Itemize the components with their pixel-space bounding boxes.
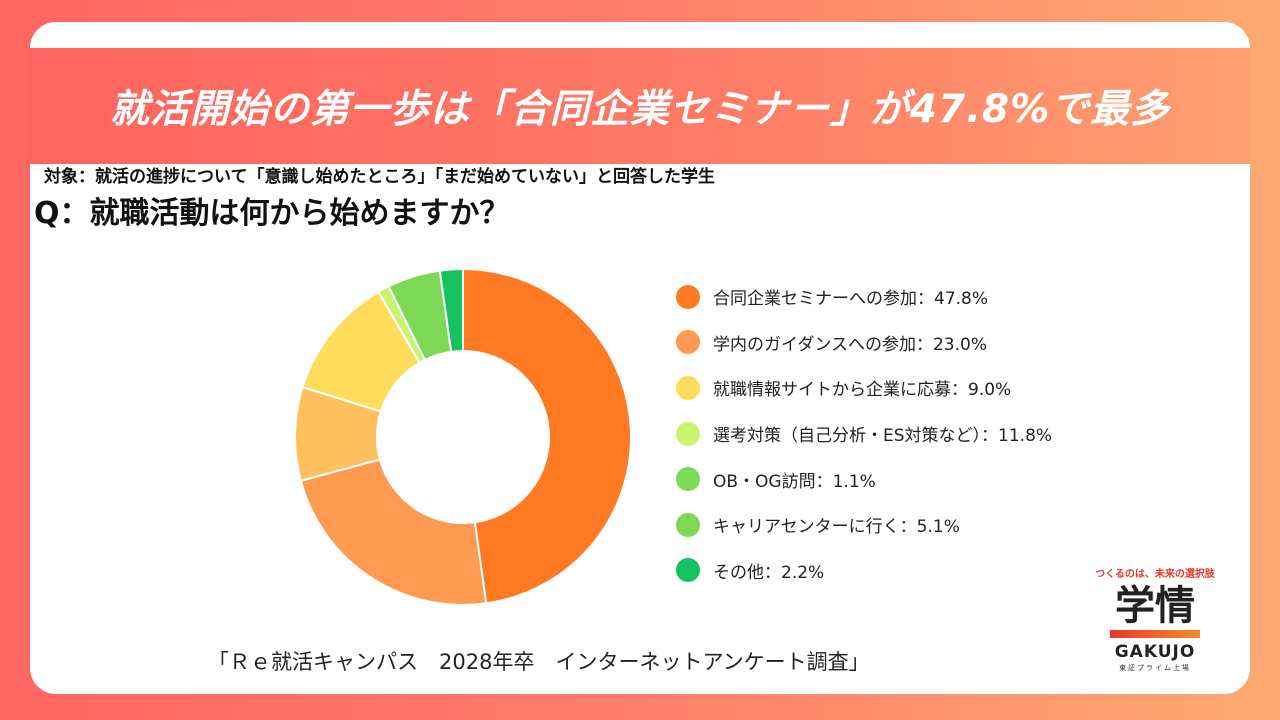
legend-label: キャリアセンターに行く：5.1%: [713, 517, 960, 538]
legend-item: 学内のガイダンスへの参加：23.0%: [676, 320, 1136, 366]
legend-swatch: [676, 467, 700, 492]
legend-label: 学内のガイダンスへの参加：23.0%: [713, 334, 987, 355]
legend-item: OB・OG訪問：1.1%: [676, 456, 1136, 502]
legend-swatch: [676, 512, 700, 537]
legend-item: キャリアセンターに行く：5.1%: [676, 502, 1136, 548]
legend-item: 選考対策（自己分析・ES対策など）：11.8%: [676, 411, 1136, 457]
legend-swatch: [676, 375, 700, 400]
legend-label: 就職情報サイトから企業に応募：9.0%: [713, 380, 1012, 401]
donut-slice-2: [299, 458, 488, 606]
donut-chart: [294, 267, 632, 606]
question-title: Q：就職活動は何から始めますか？: [34, 196, 510, 231]
banner-title: 就活開始の第一歩は「合同企業セミナー」が47.8%で最多: [109, 87, 1171, 132]
legend-item: 就職情報サイトから企業に応募：9.0%: [676, 365, 1136, 411]
chart-legend: 合同企業セミナーへの参加：47.8% 学内のガイダンスへの参加：23.0% 就職…: [676, 274, 1136, 593]
logo-mark: 学情: [1115, 583, 1195, 629]
title-banner: 就活開始の第一歩は「合同企業セミナー」が47.8%で最多: [30, 48, 1250, 164]
gakujo-logo: つくるのは、未来の選択肢 学情 GAKUJO 東証プライム上場: [1080, 565, 1230, 685]
survey-subject: 対象：就活の進捗について「意識し始めたところ」「まだ始めていない」と回答した学生: [44, 167, 715, 187]
legend-label: 選考対策（自己分析・ES対策など）：11.8%: [713, 426, 1053, 447]
donut-slice-7: [438, 267, 464, 353]
card: 就活開始の第一歩は「合同企業セミナー」が47.8%で最多 対象：就活の進捗につい…: [30, 22, 1250, 694]
legend-item: 合同企業セミナーへの参加：47.8%: [676, 274, 1136, 320]
legend-swatch: [676, 421, 700, 446]
logo-sub: 東証プライム上場: [1119, 664, 1191, 672]
survey-source: 「Ｒｅ就活キャンパス 2028年卒 インターネットアンケート調査」: [208, 650, 870, 674]
legend-swatch: [676, 330, 700, 355]
legend-swatch: [676, 284, 700, 309]
legend-label: OB・OG訪問：1.1%: [713, 471, 876, 492]
legend-label: その他：2.2%: [713, 562, 825, 583]
legend-swatch: [676, 558, 700, 583]
legend-label: 合同企業セミナーへの参加：47.8%: [713, 289, 989, 310]
logo-tagline: つくるのは、未来の選択肢: [1095, 569, 1215, 580]
donut-slice-1: [462, 267, 632, 605]
logo-bar: [1110, 630, 1200, 638]
logo-name: GAKUJO: [1114, 642, 1196, 662]
legend-item: その他：2.2%: [676, 548, 1136, 594]
